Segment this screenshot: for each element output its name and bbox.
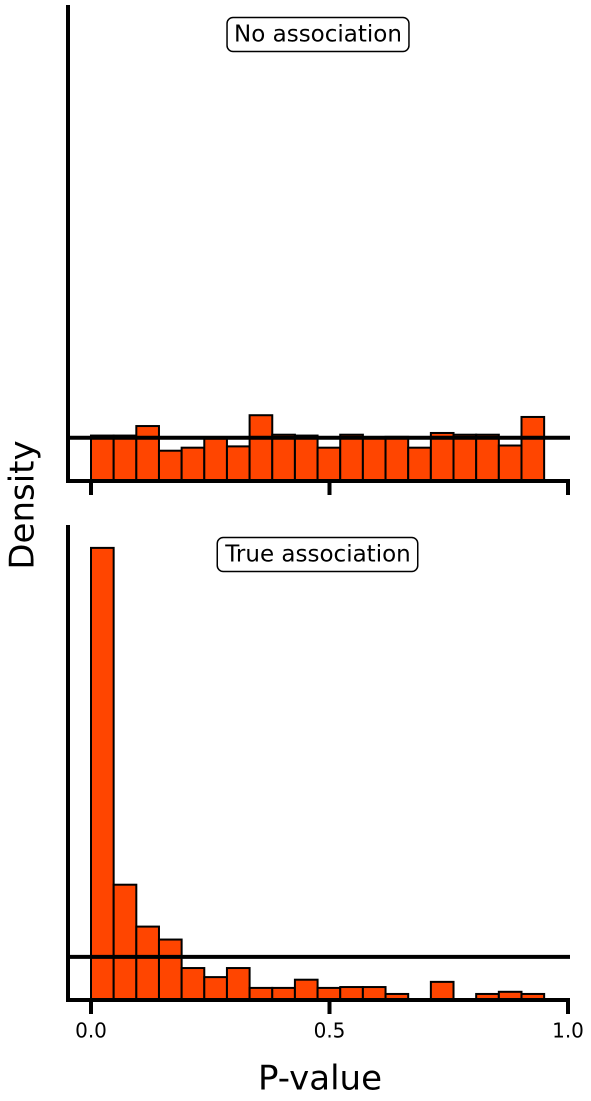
histogram-bar xyxy=(293,434,319,482)
y-axis-label: Density xyxy=(3,440,43,569)
histogram-bar xyxy=(316,446,342,482)
histogram-bar xyxy=(475,433,500,482)
histogram-bar xyxy=(407,446,432,482)
histogram-bar xyxy=(520,415,546,482)
x-tick-label: 0.0 xyxy=(75,1019,107,1043)
histogram-bar xyxy=(90,546,115,1001)
x-tick-label: 0.5 xyxy=(314,1019,346,1043)
histogram-bar xyxy=(429,980,455,1002)
histogram-bar xyxy=(225,967,251,1002)
histogram-bar xyxy=(157,449,183,482)
histogram-bar xyxy=(180,446,206,482)
histogram-bar xyxy=(497,444,523,482)
histogram-bar xyxy=(271,433,296,482)
histogram-bar xyxy=(384,435,410,482)
annotation-box xyxy=(226,16,410,53)
x-tick-label: 1.0 xyxy=(552,1019,584,1043)
histogram-bar xyxy=(203,976,228,1002)
histogram-bar xyxy=(135,925,160,1001)
histogram-bar xyxy=(293,978,319,1001)
annotation: True association xyxy=(224,542,410,568)
annotation: No association xyxy=(234,22,402,48)
histogram-bar xyxy=(339,433,364,482)
histogram-bar xyxy=(225,445,251,482)
histogram-bar xyxy=(180,967,206,1002)
histogram-bar xyxy=(203,437,228,482)
histogram-bar xyxy=(112,434,138,482)
histogram-bar xyxy=(90,434,115,482)
histogram-bar xyxy=(361,436,387,482)
annotation-box xyxy=(216,536,419,573)
histogram-bar xyxy=(429,431,455,483)
histogram-bar xyxy=(157,938,183,1002)
histogram-bar xyxy=(452,433,478,482)
histogram-bar xyxy=(248,414,274,483)
histogram-bar xyxy=(112,883,138,1001)
x-axis-label: P-value xyxy=(258,1059,382,1099)
histogram-bar xyxy=(135,425,160,483)
